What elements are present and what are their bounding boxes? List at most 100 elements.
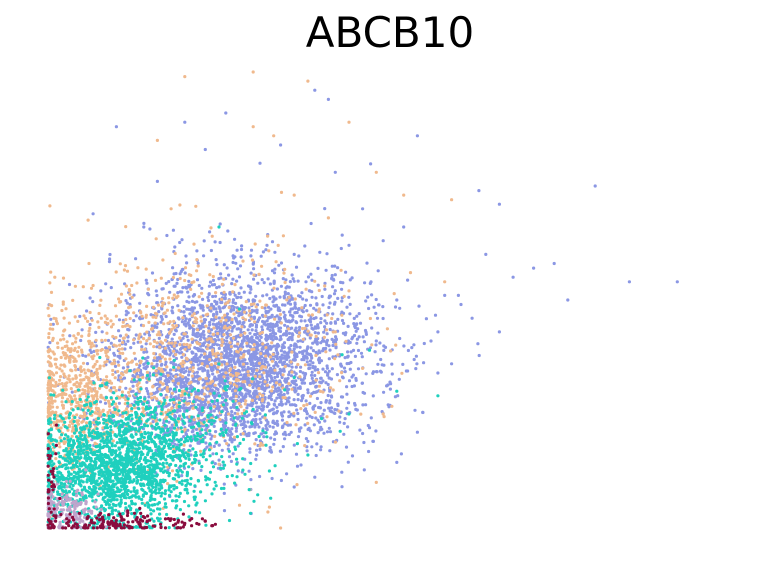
scatter-point-series-0: [298, 325, 302, 329]
scatter-point-series-0: [81, 353, 85, 357]
scatter-point-series-0: [388, 387, 392, 391]
scatter-point-series-0: [279, 284, 283, 288]
scatter-point-series-0: [289, 430, 293, 434]
scatter-point-series-0: [345, 362, 349, 366]
scatter-point-series-1: [224, 318, 228, 322]
scatter-point-series-0: [246, 328, 250, 332]
scatter-point-series-0: [202, 318, 207, 322]
scatter-point-series-1: [103, 320, 107, 324]
scatter-point-series-2: [142, 483, 146, 487]
scatter-point-series-1: [81, 285, 85, 289]
scatter-point-series-0: [243, 424, 247, 428]
scatter-point-series-0: [270, 240, 275, 244]
scatter-point-series-0: [292, 344, 296, 348]
scatter-point-series-0: [376, 269, 380, 273]
scatter-point-series-0: [293, 382, 297, 386]
scatter-point-series-1: [374, 480, 378, 484]
scatter-point-series-0: [321, 303, 325, 307]
scatter-point-series-0: [309, 272, 313, 276]
scatter-point-series-0: [286, 301, 290, 305]
scatter-point-series-0: [292, 252, 296, 256]
scatter-point-series-0: [327, 369, 331, 373]
scatter-point-series-0: [277, 308, 281, 312]
scatter-point-series-0: [261, 385, 265, 389]
scatter-point-series-0: [369, 162, 373, 166]
scatter-point-series-0: [285, 377, 289, 381]
scatter-point-series-0: [313, 475, 317, 479]
scatter-point-series-1: [226, 300, 230, 305]
scatter-point-series-1: [54, 319, 59, 323]
scatter-point-series-1: [58, 375, 63, 379]
scatter-point-series-0: [375, 370, 379, 374]
scatter-point-series-0: [146, 291, 150, 296]
scatter-point-series-1: [63, 364, 67, 368]
scatter-point-series-1: [190, 337, 194, 341]
scatter-point-series-0: [310, 370, 314, 374]
scatter-point-series-0: [314, 416, 318, 420]
scatter-point-series-1: [243, 380, 247, 384]
scatter-point-series-0: [270, 313, 274, 317]
scatter-point-series-0: [301, 352, 305, 356]
scatter-point-series-0: [361, 431, 365, 436]
scatter-point-series-0: [296, 435, 301, 439]
scatter-point-series-1: [298, 375, 302, 379]
scatter-point-series-0: [269, 325, 273, 329]
scatter-point-series-1: [171, 296, 175, 300]
scatter-point-series-0: [398, 336, 402, 341]
scatter-point-series-1: [57, 382, 62, 386]
scatter-point-series-0: [336, 296, 340, 300]
scatter-point-series-0: [210, 302, 214, 306]
scatter-point-series-1: [222, 277, 226, 281]
scatter-point-series-0: [343, 356, 347, 360]
scatter-point-series-0: [250, 354, 254, 358]
scatter-point-series-0: [359, 351, 364, 355]
scatter-point-series-1: [147, 336, 151, 340]
scatter-point-series-0: [251, 298, 255, 303]
scatter-point-series-0: [314, 326, 318, 330]
scatter-point-series-1: [232, 312, 236, 316]
scatter-point-series-1: [154, 237, 158, 241]
scatter-point-series-0: [361, 390, 365, 395]
scatter-point-series-0: [319, 341, 323, 345]
scatter-point-series-1: [271, 385, 275, 389]
scatter-point-series-0: [242, 320, 246, 324]
scatter-point-series-1: [310, 313, 314, 317]
scatter-point-series-1: [224, 371, 228, 375]
scatter-point-series-1: [63, 344, 67, 349]
scatter-point-series-0: [242, 290, 246, 294]
scatter-point-series-1: [145, 370, 149, 374]
scatter-point-series-1: [205, 304, 209, 308]
scatter-point-series-0: [258, 439, 262, 443]
scatter-point-series-1: [243, 318, 248, 322]
scatter-point-series-1: [97, 311, 101, 316]
scatter-point-series-0: [239, 423, 243, 427]
scatter-point-series-0: [123, 282, 127, 286]
scatter-point-series-0: [169, 361, 173, 365]
scatter-point-series-0: [299, 365, 303, 369]
scatter-point-series-0: [208, 230, 212, 234]
scatter-point-series-0: [134, 333, 138, 337]
scatter-point-series-1: [205, 364, 209, 368]
scatter-point-series-0: [305, 309, 309, 313]
scatter-point-series-1: [308, 394, 313, 398]
scatter-point-series-1: [283, 267, 287, 271]
scatter-point-series-0: [310, 278, 314, 282]
scatter-point-series-0: [237, 275, 242, 279]
scatter-point-series-0: [195, 278, 200, 282]
scatter-point-series-1: [119, 379, 123, 383]
scatter-point-series-1: [88, 326, 92, 330]
scatter-point-series-0: [326, 393, 330, 398]
scatter-point-series-0: [340, 470, 344, 474]
scatter-point-series-0: [315, 302, 319, 306]
scatter-point-series-0: [283, 437, 287, 441]
scatter-point-series-0: [303, 319, 307, 323]
scatter-point-series-0: [148, 227, 152, 231]
scatter-point-series-1: [101, 378, 106, 382]
scatter-point-series-1: [130, 283, 134, 288]
scatter-point-series-0: [382, 348, 386, 352]
scatter-point-series-0: [270, 376, 274, 380]
scatter-point-series-0: [257, 425, 261, 429]
scatter-point-series-0: [282, 392, 286, 397]
scatter-point-series-0: [229, 363, 234, 367]
scatter-point-series-1: [208, 273, 212, 277]
